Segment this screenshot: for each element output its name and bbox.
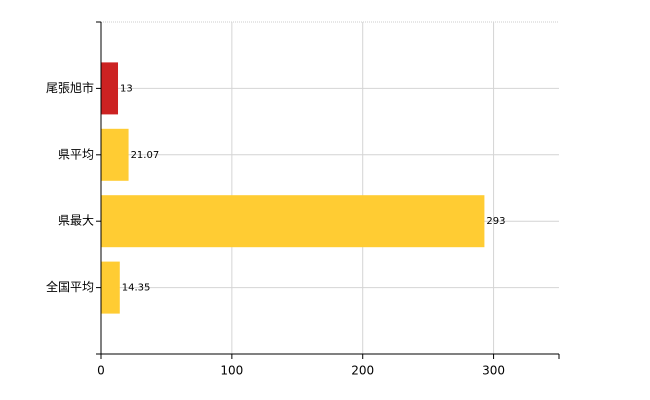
x-tick-label: 100 [220,364,243,378]
bar [101,62,119,115]
y-tick-label: 県最大 [58,214,94,228]
bar [101,261,120,314]
y-tick-label: 県平均 [58,147,94,161]
y-tick-label: 尾張旭市 [46,80,94,95]
data-label: 293 [486,216,505,227]
bar [101,128,129,181]
data-label: 14.35 [122,283,151,294]
data-label: 13 [120,83,133,94]
y-tick-label: 全国平均 [46,279,94,294]
x-tick-label: 0 [97,364,105,378]
x-tick-label: 300 [482,364,505,378]
data-label: 21.07 [131,150,160,161]
x-tick-label: 200 [351,364,374,378]
bar [101,195,485,248]
